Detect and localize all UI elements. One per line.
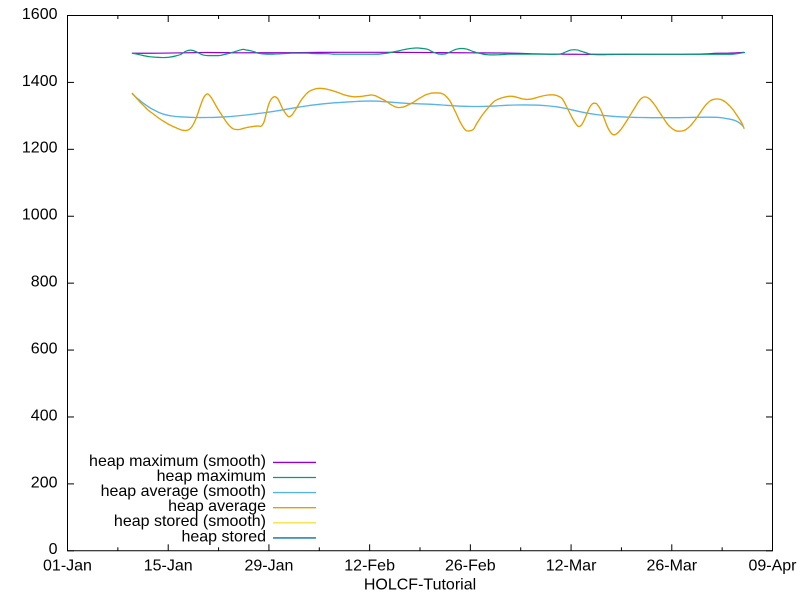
svg-text:600: 600 [31,340,58,357]
svg-text:heap average: heap average [168,498,266,515]
svg-text:200: 200 [31,474,58,491]
svg-text:01-Jan: 01-Jan [43,557,92,574]
svg-text:09-Apr: 09-Apr [748,557,797,574]
svg-text:12-Feb: 12-Feb [344,557,395,574]
svg-text:heap stored: heap stored [181,528,266,545]
svg-text:HOLCF-Tutorial: HOLCF-Tutorial [364,577,476,594]
svg-text:heap average (smooth): heap average (smooth) [101,483,266,500]
svg-text:heap maximum: heap maximum [157,468,266,485]
svg-text:0: 0 [49,541,58,558]
svg-text:heap stored (smooth): heap stored (smooth) [114,513,266,530]
svg-text:12-Mar: 12-Mar [546,557,597,574]
svg-text:1200: 1200 [22,140,58,157]
svg-text:15-Jan: 15-Jan [144,557,193,574]
svg-text:26-Feb: 26-Feb [445,557,496,574]
svg-text:400: 400 [31,407,58,424]
svg-text:800: 800 [31,274,58,291]
svg-text:1600: 1600 [22,6,58,23]
svg-text:29-Jan: 29-Jan [244,557,293,574]
svg-text:heap maximum (smooth): heap maximum (smooth) [89,453,266,470]
svg-text:1000: 1000 [22,207,58,224]
svg-text:1400: 1400 [22,73,58,90]
svg-text:26-Mar: 26-Mar [646,557,697,574]
